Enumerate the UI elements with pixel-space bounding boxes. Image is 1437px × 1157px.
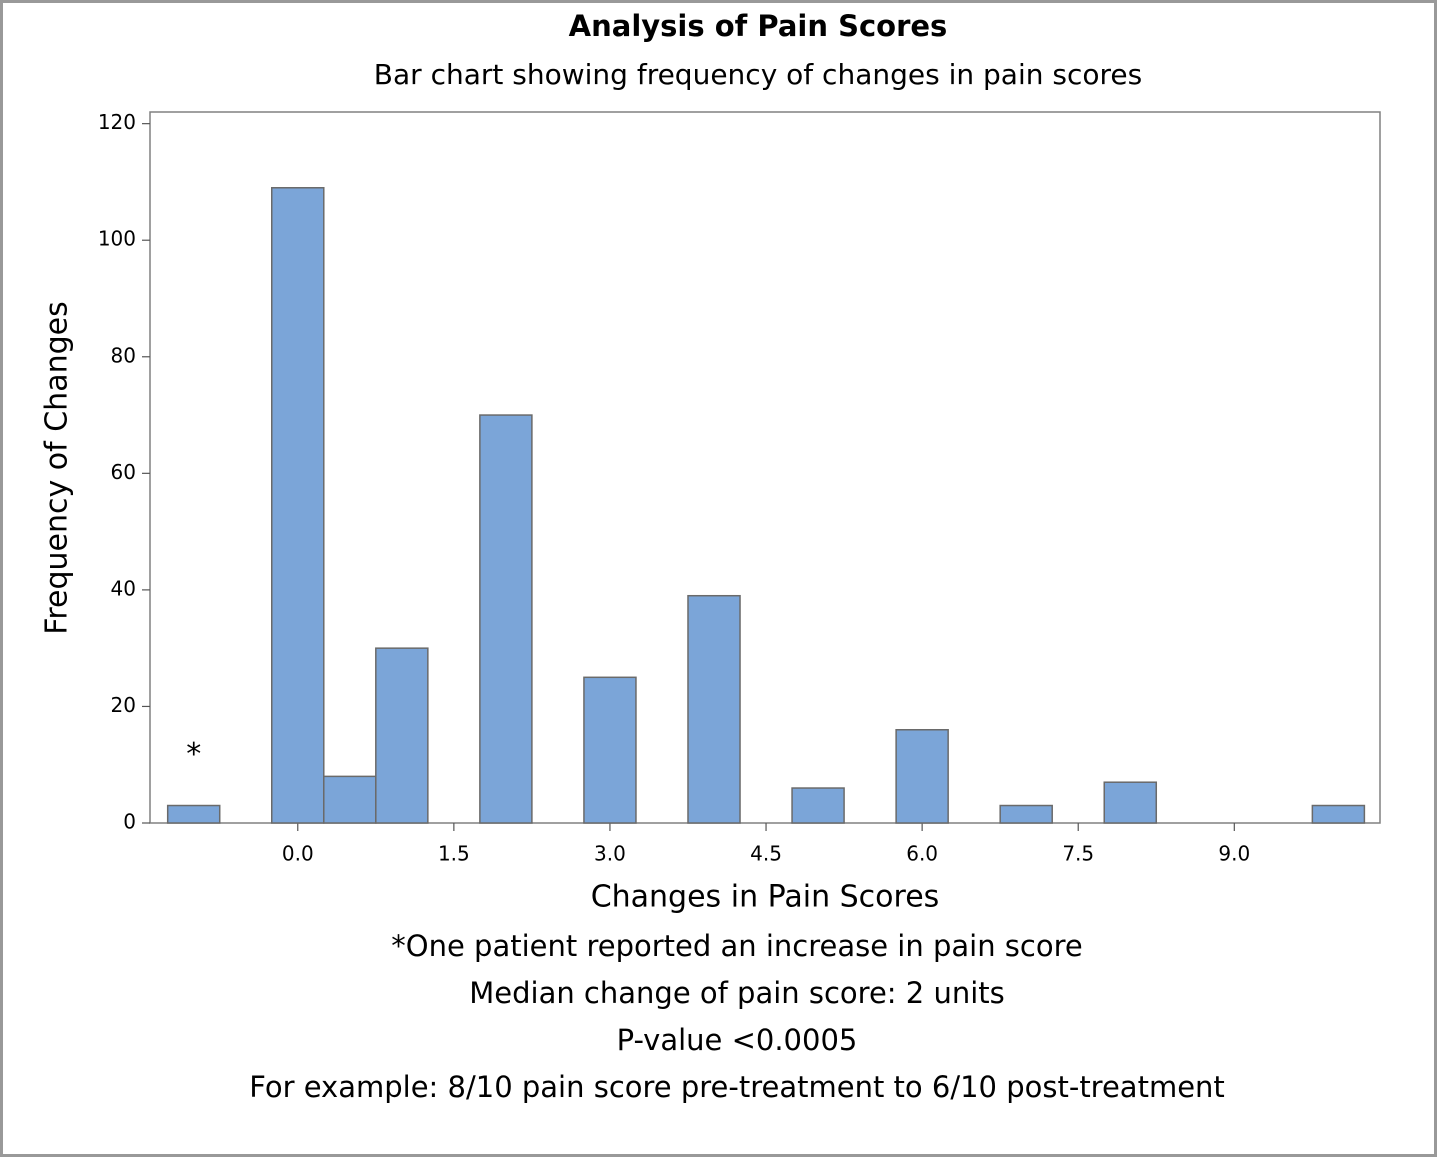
- bar: [1311, 804, 1366, 824]
- footnote: Median change of pain score: 2 units: [469, 976, 1005, 1010]
- bar: [687, 594, 741, 824]
- plot-frame: [149, 111, 1381, 824]
- footnote: P-value <0.0005: [617, 1023, 858, 1057]
- chart-subtitle: Bar chart showing frequency of changes i…: [374, 58, 1142, 91]
- bar: [583, 676, 637, 824]
- bar: [166, 804, 221, 824]
- y-tick-label: 0: [123, 810, 136, 834]
- bar: [479, 414, 533, 824]
- bar: [375, 647, 429, 824]
- y-axis-label: Frequency of Changes: [40, 301, 75, 634]
- y-tick-label: 60: [111, 460, 136, 484]
- y-tick-label: 100: [98, 227, 136, 251]
- bar: [1103, 781, 1158, 824]
- footnote: For example: 8/10 pain score pre-treatme…: [249, 1070, 1225, 1104]
- bar: [895, 729, 949, 824]
- y-tick-label: 80: [111, 343, 136, 367]
- x-axis-label: Changes in Pain Scores: [591, 880, 940, 915]
- bar: [999, 804, 1053, 824]
- x-tick-label: 9.0: [1218, 842, 1250, 866]
- y-tick-label: 120: [98, 110, 136, 134]
- bar-annotation: *: [186, 737, 201, 772]
- x-tick-label: 0.0: [282, 842, 314, 866]
- chart-title: Analysis of Pain Scores: [569, 9, 948, 43]
- y-tick-label: 20: [111, 693, 136, 717]
- bar: [323, 775, 377, 824]
- x-tick-label: 6.0: [906, 842, 938, 866]
- x-tick-label: 3.0: [594, 842, 626, 866]
- bar: [271, 187, 325, 824]
- x-tick-label: 7.5: [1062, 842, 1094, 866]
- bar: [791, 787, 845, 824]
- footnote: *One patient reported an increase in pai…: [391, 929, 1082, 963]
- y-tick-label: 40: [111, 576, 136, 600]
- x-tick-label: 1.5: [438, 842, 470, 866]
- x-tick-label: 4.5: [750, 842, 782, 866]
